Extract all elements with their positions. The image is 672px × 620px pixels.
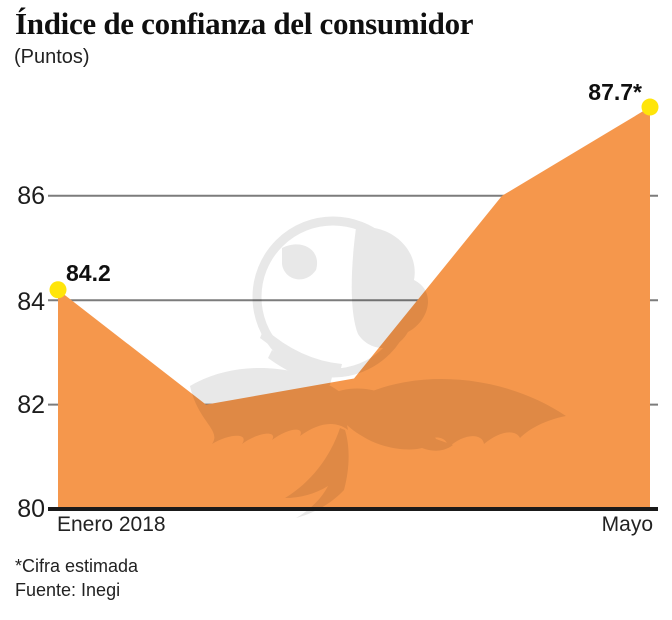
y-tick-label-80: 80	[17, 495, 45, 523]
source-credit: Fuente: Inegi	[15, 580, 121, 600]
first-value-label: 84.2	[66, 260, 111, 286]
endpoint-markers	[49, 98, 659, 299]
last-value-label: 87.7*	[588, 79, 642, 105]
x-label-start: Enero 2018	[57, 513, 166, 536]
x-axis-line	[48, 507, 658, 511]
y-tick-label-82: 82	[17, 391, 45, 419]
eagle-over-globe-watermark-icon	[190, 216, 566, 518]
x-label-end: Mayo	[601, 513, 653, 536]
chart-title: Índice de confianza del consumidor	[15, 6, 474, 41]
y-tick-label-86: 86	[17, 182, 45, 210]
chart-subtitle: (Puntos)	[14, 46, 90, 68]
estimate-footnote: *Cifra estimada	[15, 556, 139, 576]
y-tick-label-84: 84	[17, 288, 45, 316]
